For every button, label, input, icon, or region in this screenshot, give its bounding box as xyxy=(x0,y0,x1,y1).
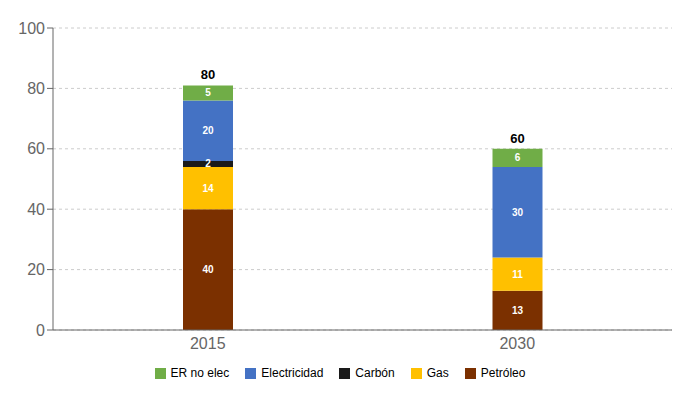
html-text:ER no elec: ER no elec xyxy=(170,366,230,380)
svg-text:30: 30 xyxy=(512,207,524,218)
svg-text:80: 80 xyxy=(27,80,45,97)
svg-text:6: 6 xyxy=(515,152,521,163)
svg-text:14: 14 xyxy=(202,183,214,194)
svg-text:60: 60 xyxy=(27,140,45,157)
svg-text:2: 2 xyxy=(205,158,211,169)
svg-text:2030: 2030 xyxy=(499,335,535,352)
svg-text:5: 5 xyxy=(205,87,211,98)
svg-text:20: 20 xyxy=(27,261,45,278)
svg-text:80: 80 xyxy=(201,67,215,82)
html-text:Carbón: Carbón xyxy=(355,366,395,380)
html-text:Gas: Gas xyxy=(426,366,449,380)
svg-text:0: 0 xyxy=(36,322,45,339)
svg-text:40: 40 xyxy=(27,201,45,218)
svg-text:20: 20 xyxy=(202,125,214,136)
html-text:Petróleo: Petróleo xyxy=(480,366,526,380)
svg-text:13: 13 xyxy=(512,305,524,316)
svg-text:100: 100 xyxy=(18,20,45,37)
svg-text:60: 60 xyxy=(510,131,524,146)
svg-text:11: 11 xyxy=(512,269,523,280)
svg-text:40: 40 xyxy=(202,264,214,275)
html-text:Electricidad: Electricidad xyxy=(261,366,324,380)
svg-text:2015: 2015 xyxy=(190,335,226,352)
